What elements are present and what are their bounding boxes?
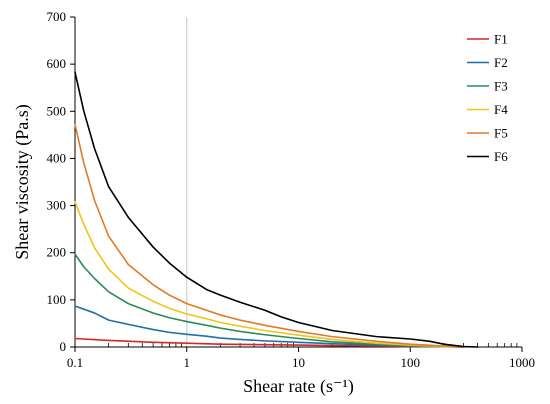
y-tick-label: 700	[47, 9, 67, 24]
legend-label-f4: F4	[494, 102, 508, 117]
y-tick-label: 400	[47, 150, 67, 165]
y-tick-label: 0	[60, 339, 67, 354]
x-tick-label: 1000	[509, 355, 535, 370]
legend-label-f1: F1	[494, 32, 508, 47]
y-tick-label: 600	[47, 56, 67, 71]
x-tick-label: 0.1	[67, 355, 83, 370]
y-tick-label: 200	[47, 245, 67, 260]
legend-label-f5: F5	[494, 126, 508, 141]
series-layer	[74, 71, 479, 348]
y-tick-label: 500	[47, 103, 67, 118]
legend-label-f6: F6	[494, 149, 508, 164]
series-line-f3	[74, 253, 465, 348]
series-line-f4	[74, 201, 465, 348]
y-tick-label: 100	[47, 292, 67, 307]
x-tick-label: 100	[401, 355, 421, 370]
legend-label-f3: F3	[494, 79, 508, 94]
y-tick-label: 300	[47, 198, 67, 213]
series-line-f6	[74, 71, 479, 348]
x-tick-label: 1	[184, 355, 191, 370]
x-tick-label: 10	[292, 355, 305, 370]
axes-layer: 0 100 200 300 400 500 600 700 0.1 1 10 100 1000	[47, 9, 536, 370]
legend: F1 F2 F3 F4 F5 F6	[467, 32, 508, 164]
x-axis-title: Shear rate (s⁻¹)	[243, 376, 354, 397]
y-axis-title: Shear viscosity (Pa.s)	[12, 104, 33, 259]
series-line-f5	[74, 123, 465, 348]
legend-label-f2: F2	[494, 55, 508, 70]
